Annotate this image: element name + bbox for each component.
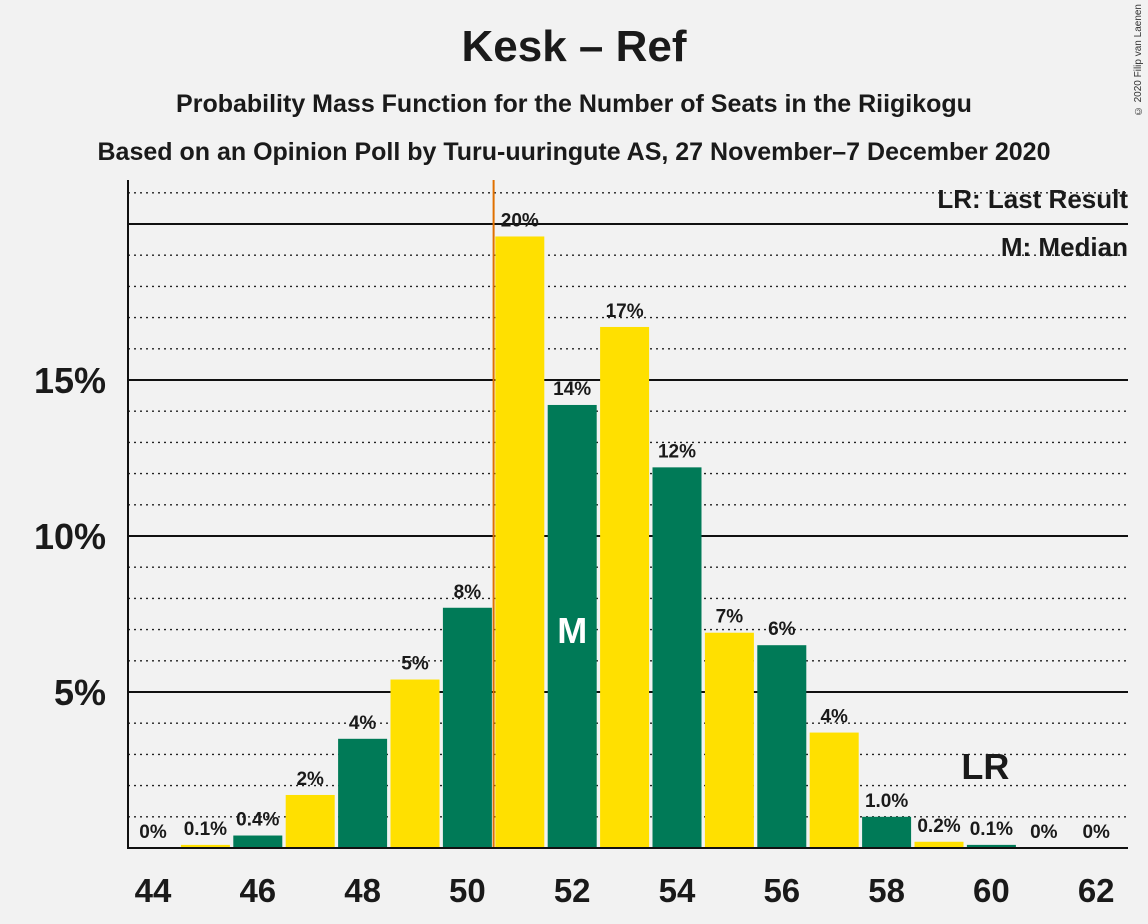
- x-tick-label: 50: [449, 872, 486, 909]
- y-tick-label: 5%: [54, 672, 106, 713]
- chart-title: Kesk – Ref: [461, 22, 687, 71]
- x-tick-label: 46: [239, 872, 276, 909]
- last-result-marker: LR: [961, 746, 1009, 787]
- x-tick-label: 54: [659, 872, 696, 909]
- bar-47: [285, 794, 335, 848]
- bar-46: [233, 835, 283, 848]
- bar-45: [180, 844, 230, 848]
- legend-median: M: Median: [1000, 232, 1128, 262]
- x-tick-label: 48: [344, 872, 381, 909]
- chart-source: Based on an Opinion Poll by Turu-uuringu…: [97, 138, 1051, 166]
- data-label-48: 4%: [349, 713, 377, 734]
- bar-48: [338, 738, 388, 848]
- data-label-55: 7%: [716, 607, 744, 628]
- bar-57: [809, 732, 859, 848]
- x-tick-label: 60: [973, 872, 1010, 909]
- bar-60: [966, 844, 1016, 848]
- bar-49: [390, 679, 440, 848]
- data-label-59: 0.2%: [917, 816, 960, 837]
- bar-54: [652, 467, 702, 848]
- data-label-52: 14%: [553, 379, 591, 400]
- bar-59: [914, 841, 964, 848]
- bar-50: [442, 607, 492, 848]
- data-label-45: 0.1%: [184, 819, 227, 840]
- data-label-60: 0.1%: [970, 819, 1013, 840]
- x-tick-label: 62: [1078, 872, 1115, 909]
- legend-last-result: LR: Last Result: [937, 184, 1128, 214]
- x-tick-label: 56: [763, 872, 800, 909]
- data-label-44: 0%: [139, 822, 167, 843]
- data-label-58: 1.0%: [865, 791, 908, 812]
- bar-56: [757, 645, 807, 848]
- bar-58: [862, 816, 912, 848]
- bar-55: [704, 632, 754, 848]
- x-tick-label: 44: [135, 872, 172, 909]
- data-label-61: 0%: [1030, 822, 1058, 843]
- y-tick-label: 15%: [34, 360, 106, 401]
- data-label-49: 5%: [401, 654, 429, 675]
- chart-subtitle: Probability Mass Function for the Number…: [176, 90, 972, 118]
- data-label-53: 17%: [606, 301, 644, 322]
- data-label-46: 0.4%: [236, 810, 279, 831]
- median-marker: M: [557, 610, 587, 651]
- data-label-54: 12%: [658, 441, 696, 462]
- x-tick-label: 58: [868, 872, 905, 909]
- y-tick-label: 10%: [34, 516, 106, 557]
- bar-51: [495, 236, 545, 849]
- data-label-56: 6%: [768, 619, 796, 640]
- bar-53: [600, 326, 650, 849]
- x-tick-label: 52: [554, 872, 591, 909]
- data-label-47: 2%: [296, 769, 324, 790]
- bar-52: [547, 404, 597, 848]
- data-label-51: 20%: [501, 210, 539, 231]
- data-label-57: 4%: [820, 707, 848, 728]
- data-label-62: 0%: [1082, 822, 1110, 843]
- data-label-50: 8%: [454, 582, 482, 603]
